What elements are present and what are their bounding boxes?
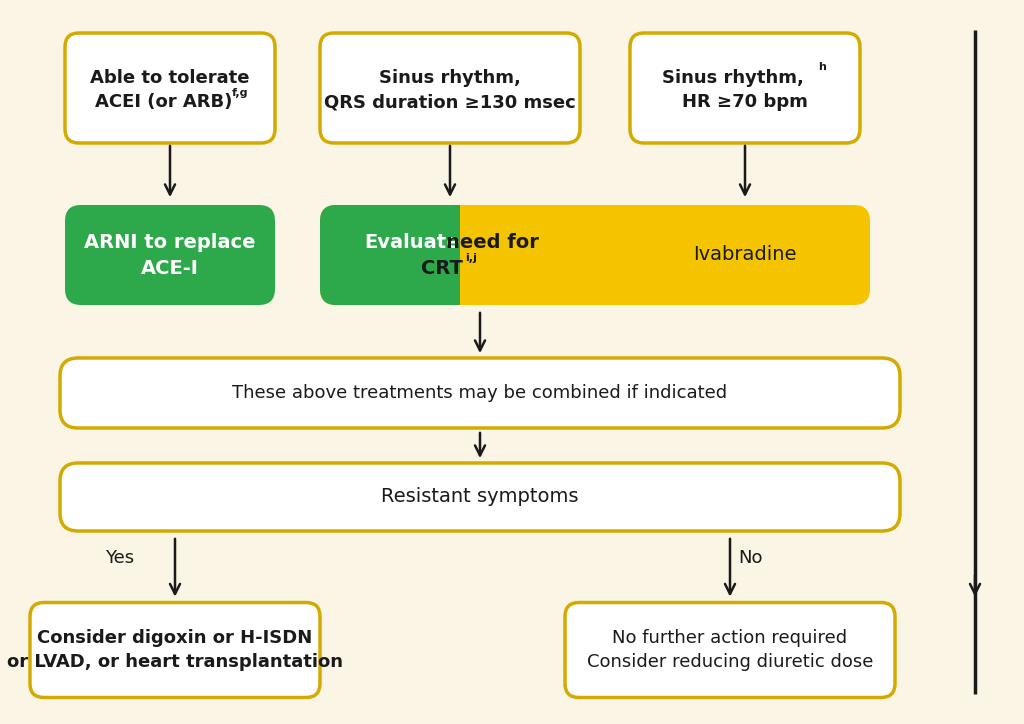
Text: i,j: i,j xyxy=(465,253,477,263)
Text: need for: need for xyxy=(445,234,539,253)
Text: Resistant symptoms: Resistant symptoms xyxy=(381,487,579,507)
Text: h: h xyxy=(818,62,826,72)
FancyBboxPatch shape xyxy=(60,358,900,428)
FancyBboxPatch shape xyxy=(630,33,860,143)
FancyBboxPatch shape xyxy=(620,205,870,305)
Text: Sinus rhythm,: Sinus rhythm, xyxy=(379,69,521,87)
Text: CRT: CRT xyxy=(421,259,463,279)
Text: ACEI (or ARB): ACEI (or ARB) xyxy=(95,93,232,111)
Text: No: No xyxy=(737,549,762,567)
Text: Consider digoxin or H-ISDN: Consider digoxin or H-ISDN xyxy=(37,629,312,647)
FancyBboxPatch shape xyxy=(30,602,319,697)
Text: Sinus rhythm,: Sinus rhythm, xyxy=(663,69,804,87)
FancyBboxPatch shape xyxy=(65,205,275,305)
Text: Able to tolerate: Able to tolerate xyxy=(90,69,250,87)
FancyBboxPatch shape xyxy=(65,33,275,143)
Bar xyxy=(460,205,710,305)
Text: Consider reducing diuretic dose: Consider reducing diuretic dose xyxy=(587,653,873,671)
Text: or LVAD, or heart transplantation: or LVAD, or heart transplantation xyxy=(7,653,343,671)
Text: Evaluate: Evaluate xyxy=(365,234,460,253)
Text: Yes: Yes xyxy=(105,549,134,567)
Text: Ivabradine: Ivabradine xyxy=(693,245,797,264)
FancyBboxPatch shape xyxy=(60,463,900,531)
Text: HR ≥70 bpm: HR ≥70 bpm xyxy=(682,93,808,111)
FancyBboxPatch shape xyxy=(565,602,895,697)
Text: These above treatments may be combined if indicated: These above treatments may be combined i… xyxy=(232,384,728,402)
Text: QRS duration ≥130 msec: QRS duration ≥130 msec xyxy=(325,93,575,111)
Text: f,g: f,g xyxy=(232,88,249,98)
FancyBboxPatch shape xyxy=(319,205,580,305)
FancyBboxPatch shape xyxy=(319,205,580,305)
Text: No further action required: No further action required xyxy=(612,629,848,647)
FancyBboxPatch shape xyxy=(548,205,580,305)
Text: ARNI to replace: ARNI to replace xyxy=(84,234,256,253)
FancyBboxPatch shape xyxy=(319,33,580,143)
Text: ACE-I: ACE-I xyxy=(141,259,199,279)
